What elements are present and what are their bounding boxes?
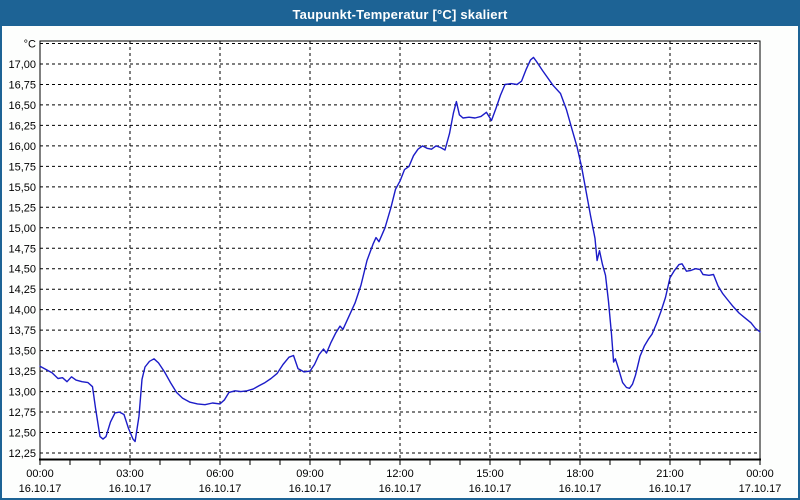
x-tick-time-label: 18:00	[566, 468, 594, 480]
x-tick-time-label: 03:00	[116, 468, 144, 480]
y-tick-label: 16,00	[8, 141, 36, 153]
chart-title: Taupunkt-Temperatur [°C] skaliert	[292, 6, 508, 22]
y-tick-label: 16,50	[8, 100, 36, 112]
x-tick-date-label: 16.10.17	[199, 483, 242, 495]
y-tick-label: 13,75	[8, 325, 36, 337]
x-tick-date-label: 16.10.17	[469, 483, 512, 495]
x-tick-time-label: 09:00	[296, 468, 324, 480]
x-tick-date-label: 16.10.17	[379, 483, 422, 495]
y-tick-label: 13,00	[8, 387, 36, 399]
x-gridlines	[129, 41, 671, 459]
x-tick-time-label: 00:00	[26, 468, 54, 480]
series-line-taupunkt-temperatur	[39, 56, 761, 443]
y-tick-label: 16,25	[8, 120, 36, 132]
y-tick-label: 14,00	[8, 305, 36, 317]
y-tick-label: 12,25	[8, 448, 36, 460]
x-tick-date-label: 16.10.17	[289, 483, 332, 495]
x-tick-time-label: 21:00	[656, 468, 684, 480]
y-tick-label: 15,50	[8, 182, 36, 194]
x-tick-time-label: 06:00	[206, 468, 234, 480]
y-tick-label: 17,00	[8, 59, 36, 71]
x-tick-date-label: 16.10.17	[559, 483, 602, 495]
x-axis-ticks	[39, 460, 761, 465]
title-bar: Taupunkt-Temperatur [°C] skaliert	[2, 2, 798, 26]
y-tick-label: 14,25	[8, 284, 36, 296]
x-tick-date-label: 16.10.17	[109, 483, 152, 495]
y-tick-label: 16,75	[8, 79, 36, 91]
y-tick-label: 15,25	[8, 202, 36, 214]
y-axis-labels: °C 17,00 16,75 16,50 16,25 16,00 15,75 15,50 15,…	[8, 39, 36, 461]
x-tick-date-label: 16.10.17	[19, 483, 62, 495]
y-tick-label: 13,50	[8, 346, 36, 358]
x-tick-time-label: 15:00	[476, 468, 504, 480]
x-axis-labels: 00:00 16.10.17 03:00 16.10.17 06:00 16.10.17 0…	[19, 468, 782, 495]
y-tick-label: 14,75	[8, 243, 36, 255]
dewpoint-chart: °C 17,00 16,75 16,50 16,25 16,00 15,75 15,50 15,…	[8, 39, 782, 496]
y-tick-label: 12,50	[8, 428, 36, 440]
x-tick-time-label: 00:00	[746, 468, 774, 480]
y-tick-label: 15,00	[8, 223, 36, 235]
x-tick-date-label: 17.10.17	[739, 483, 782, 495]
y-tick-label: 13,25	[8, 366, 36, 378]
x-tick-date-label: 16.10.17	[649, 483, 692, 495]
y-tick-label: 12,75	[8, 407, 36, 419]
y-tick-label: 15,75	[8, 161, 36, 173]
y-axis-unit-label: °C	[24, 39, 36, 51]
x-tick-time-label: 12:00	[386, 468, 414, 480]
y-tick-label: 14,50	[8, 264, 36, 276]
